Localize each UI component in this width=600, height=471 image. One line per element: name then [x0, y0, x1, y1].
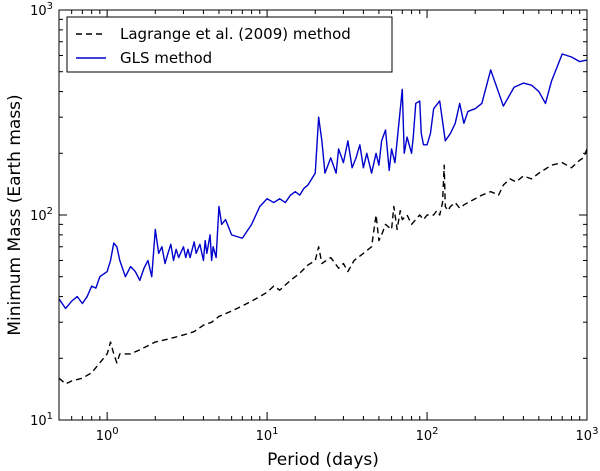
legend-frame — [66, 16, 393, 73]
series-layer — [59, 53, 587, 385]
y-tick-label: 101 — [30, 411, 53, 429]
y-axis-label: Minimum Mass (Earth mass) — [5, 94, 25, 335]
x-tick-label: 102 — [416, 426, 439, 444]
legend: Lagrange et al. (2009) method GLS method — [66, 16, 393, 73]
legend-label-lagrange: Lagrange et al. (2009) method — [120, 25, 351, 43]
x-axis-label: Period (days) — [267, 450, 379, 470]
series-line-lagrange — [59, 148, 587, 385]
legend-label-gls: GLS method — [120, 49, 212, 67]
plot-frame — [58, 9, 588, 421]
y-tick-label: 103 — [30, 1, 53, 19]
x-tick-label: 100 — [96, 426, 119, 444]
y-tick-label: 102 — [30, 206, 53, 224]
plot-background — [59, 10, 587, 420]
x-tick-label: 103 — [576, 426, 599, 444]
series-line-gls — [59, 53, 587, 310]
x-tick-label: 101 — [256, 426, 279, 444]
